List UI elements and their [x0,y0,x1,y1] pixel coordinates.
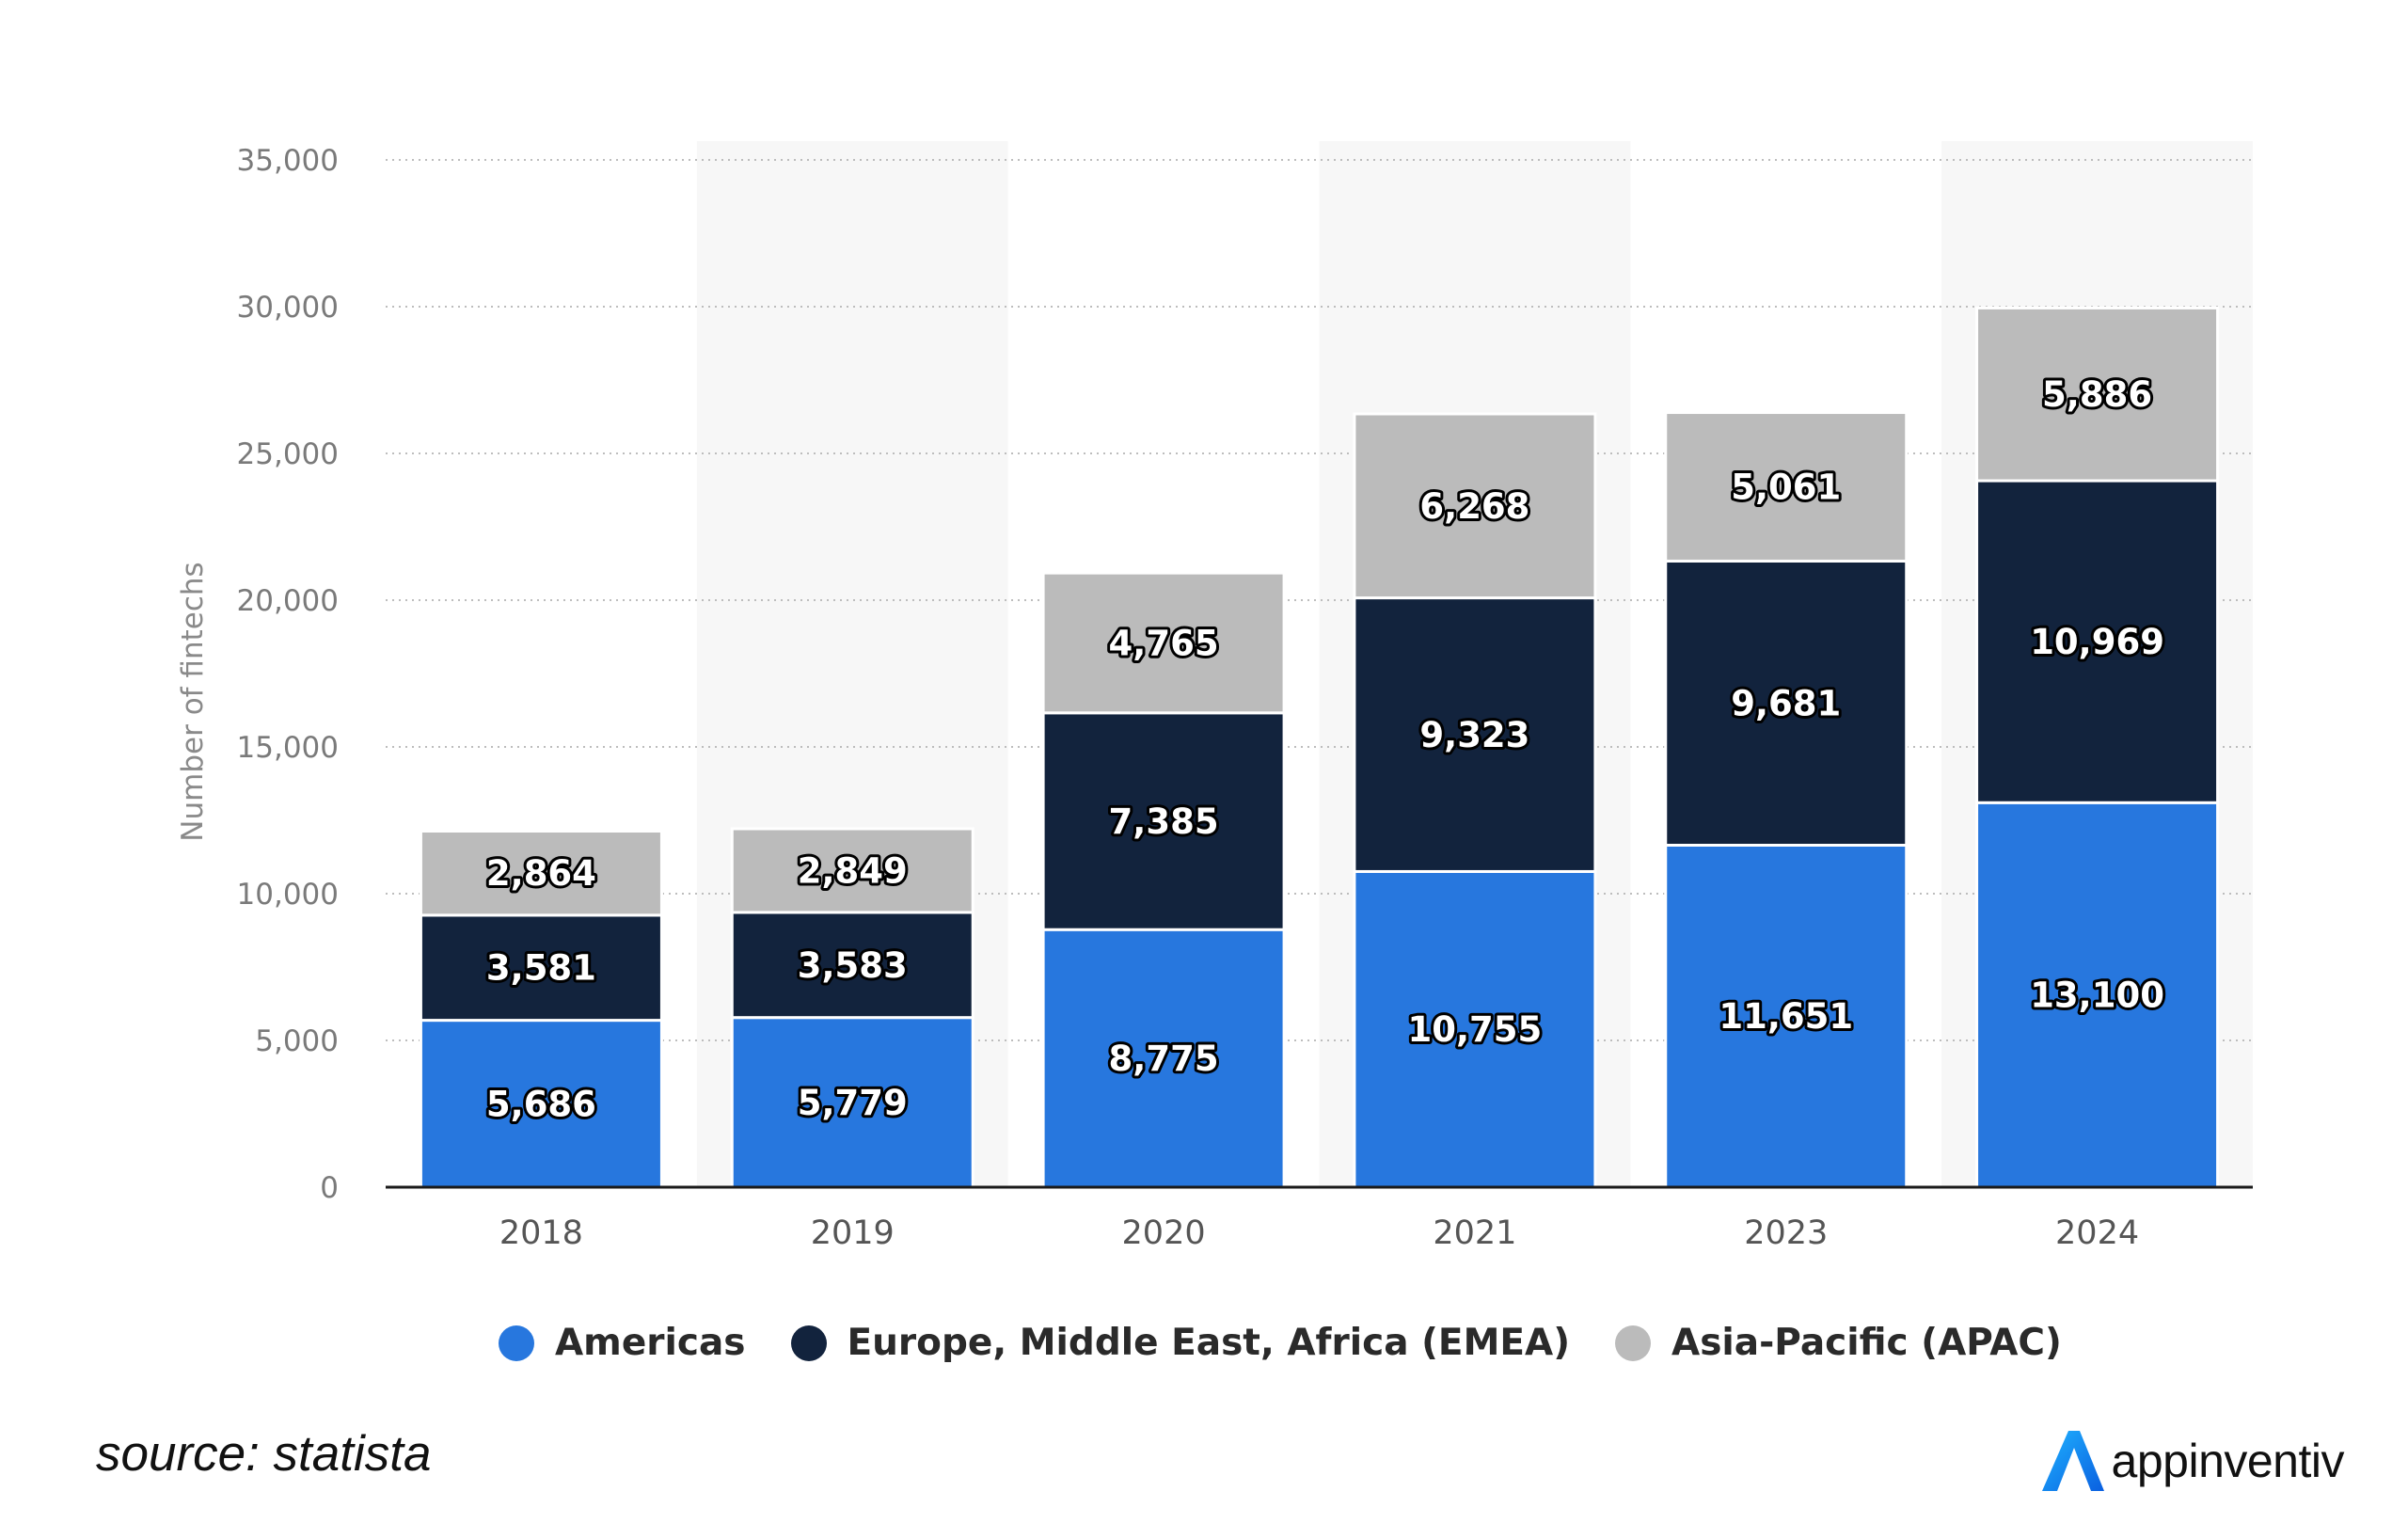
legend: Americas Europe, Middle East, Africa (EM… [499,1322,2062,1364]
bar-segment [730,1016,974,1189]
x-tick-label: 2021 [1433,1214,1516,1252]
data-labels: 5,686 3,581 2,864 5,779 3,583 2,849 8,775 7,385… [483,372,2167,1127]
data-label: 7,385 [1109,801,1219,842]
data-label: 5,886 [2042,374,2152,415]
data-label: 10,969 [2030,622,2164,662]
bar-segment [419,913,663,1023]
y-tick-label: 10,000 [237,878,339,912]
legend-item-apac[interactable]: Asia-Pacific (APAC) [1615,1322,2062,1364]
x-tick-label: 2023 [1744,1214,1828,1252]
y-tick-label: 30,000 [237,291,339,325]
bar-segment [1041,571,1286,715]
y-tick-label: 5,000 [255,1024,339,1058]
y-tick-label: 15,000 [237,731,339,765]
legend-item-americas[interactable]: Americas [499,1322,746,1364]
brand-name: appinventiv [2111,1435,2345,1487]
data-label: 9,323 [1419,715,1529,755]
bar-segment [1975,479,2220,804]
x-tick-label: 2020 [1122,1214,1206,1252]
data-label: 4,765 [1109,623,1219,663]
data-label: 13,100 [2030,976,2164,1016]
y-tick-label: 20,000 [237,584,339,618]
legend-dot-emea [790,1325,827,1361]
data-label: 5,779 [798,1083,908,1123]
brand-logo: appinventiv [2036,1425,2345,1497]
data-label: 11,651 [1719,996,1853,1037]
bar-segment [1353,412,1597,600]
grid-lines [386,159,2253,1041]
legend-label-apac: Asia-Pacific (APAC) [1671,1322,2062,1364]
bar-segment [419,830,663,917]
y-axis-ticks: 0 5,000 10,000 15,000 20,000 25,000 30,000 35,0… [237,144,339,1205]
x-axis-ticks: 2018 2019 2020 2021 2023 2024 [499,1214,2139,1252]
legend-item-emea[interactable]: Europe, Middle East, Africa (EMEA) [790,1322,1571,1364]
legend-dot-apac [1615,1325,1652,1361]
x-tick-label: 2024 [2055,1214,2139,1252]
data-label: 3,581 [486,948,596,989]
y-tick-label: 35,000 [237,144,339,178]
data-label: 8,775 [1109,1039,1219,1079]
bars [419,306,2220,1189]
data-label: 2,849 [798,850,908,891]
bar-segment [1353,869,1597,1189]
bar-segment [1664,411,1909,563]
x-tick-label: 2019 [811,1214,895,1252]
data-label: 10,755 [1408,1009,1543,1050]
data-label: 6,268 [1419,486,1529,527]
x-tick-label: 2018 [499,1214,583,1252]
y-axis-title: Number of fintechs [176,562,210,841]
bar-segment [1975,306,2220,483]
data-label: 3,583 [798,945,908,986]
bar-segment [1041,711,1286,931]
data-label: 9,681 [1731,683,1841,723]
bar-segment [730,911,974,1020]
y-tick-label: 0 [320,1171,339,1205]
legend-label-americas: Americas [555,1322,746,1364]
bar-segment [730,827,974,914]
legend-dot-americas [499,1325,534,1361]
data-label: 5,686 [486,1084,596,1124]
data-label: 5,061 [1731,467,1841,507]
appinventiv-logo-icon [2041,1431,2104,1491]
bar-segment [419,1019,663,1189]
bar-segment [1664,843,1909,1189]
data-label: 2,864 [486,853,596,894]
bar-segment [1353,596,1597,873]
bar-segment [1664,559,1909,847]
bar-segment [1041,928,1286,1189]
y-tick-label: 25,000 [237,437,339,471]
legend-label-emea: Europe, Middle East, Africa (EMEA) [847,1322,1571,1364]
bar-segment [1975,801,2220,1189]
source-caption: source: statista [96,1426,432,1482]
